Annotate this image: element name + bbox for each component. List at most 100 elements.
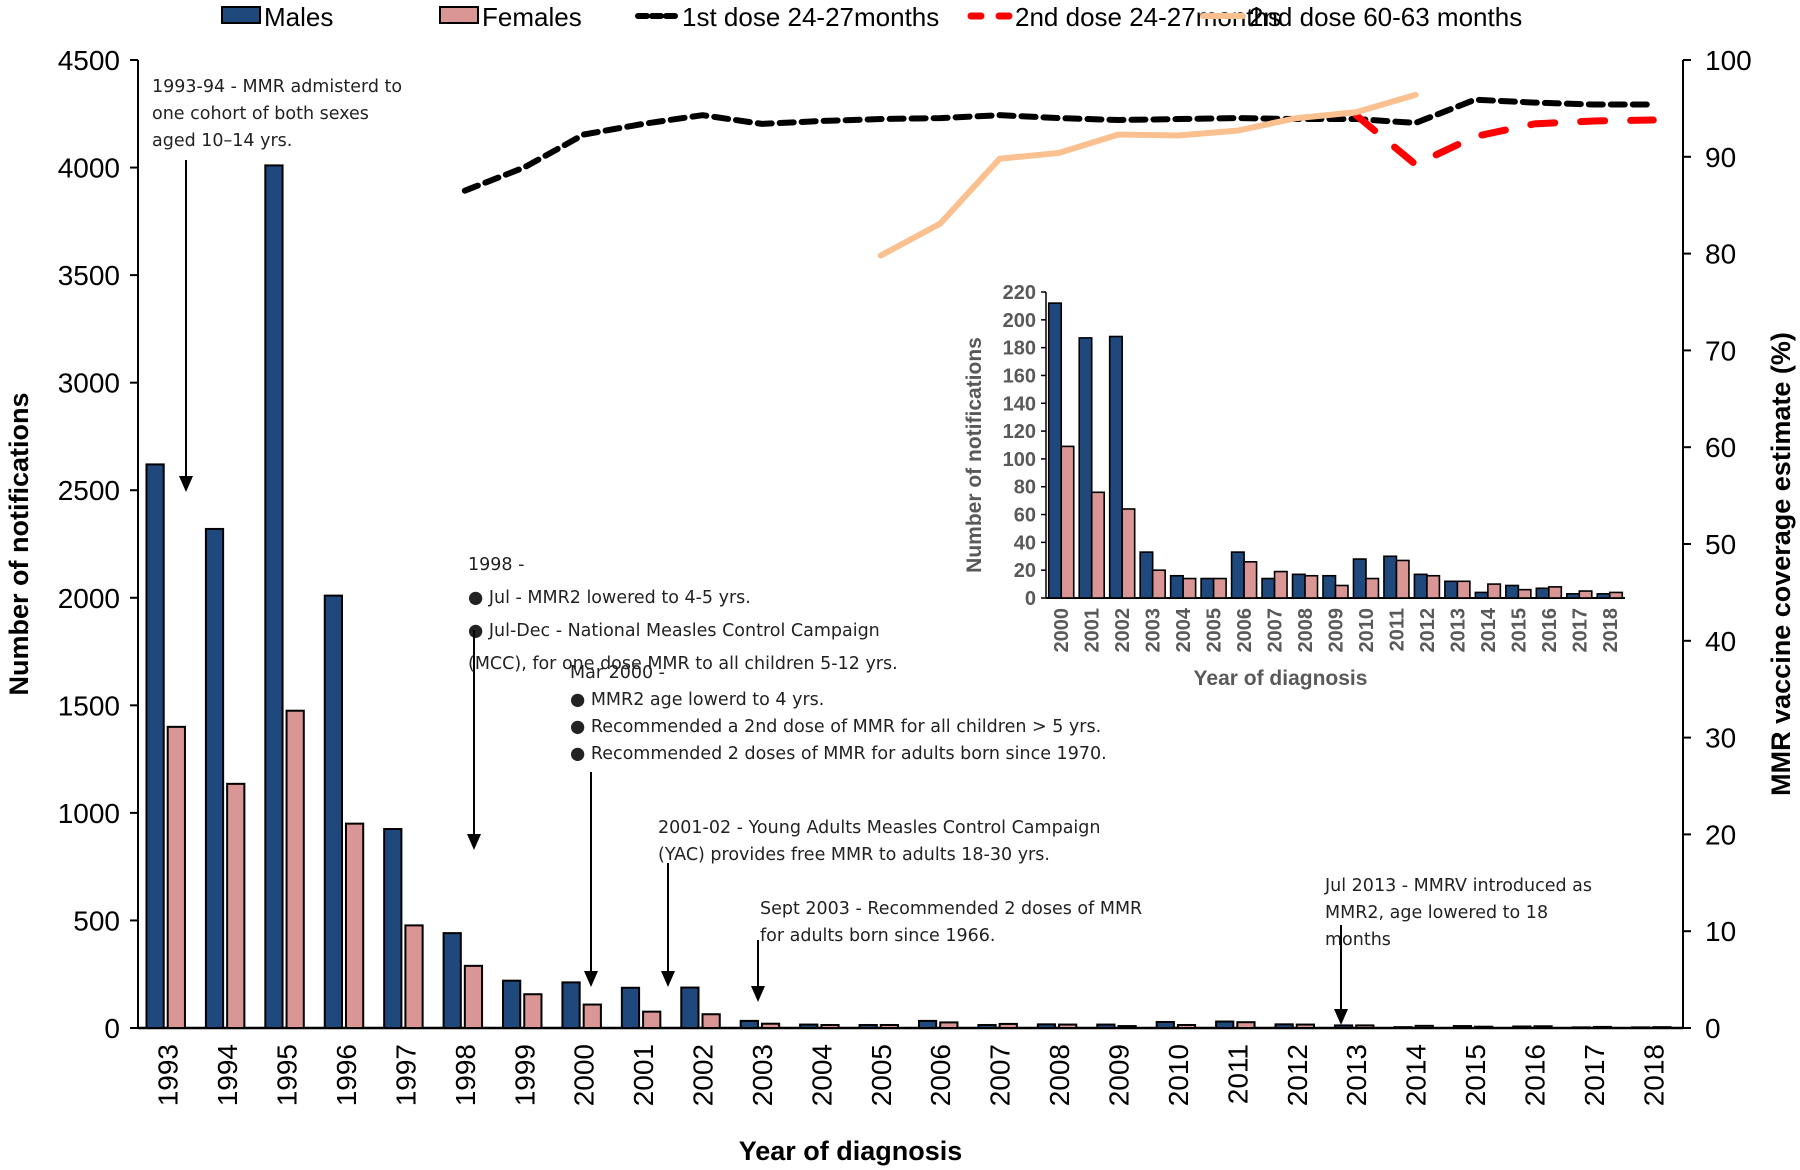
x-tick-label: 2013 (1341, 1044, 1372, 1106)
males-bar-2010 (1155, 1020, 1175, 1029)
females-bar-2013 (1355, 1024, 1375, 1030)
inset-y-tick-label: 80 (1014, 477, 1036, 499)
legend-label: 1st dose 24-27months (682, 2, 939, 32)
x-tick-label: 1997 (390, 1044, 421, 1106)
inset-males-bar-2003 (1139, 551, 1154, 599)
inset-males-bar-2013 (1444, 580, 1459, 599)
inset-males-bar-2010 (1352, 558, 1367, 599)
females-bar-2011 (1236, 1021, 1256, 1030)
left-y-tick-label: 0 (104, 1013, 120, 1044)
inset-x-tick-label: 2005 (1204, 608, 1226, 653)
females-bar-2018 (1652, 1026, 1672, 1029)
x-tick-label: 2006 (925, 1044, 956, 1106)
inset-males-bar-2000 (1047, 302, 1063, 599)
inset-males-bar-2004 (1169, 574, 1184, 599)
annotations: 1993-94 - MMR admisterd to one cohort of … (152, 77, 1592, 1025)
males-bar-2002 (680, 986, 700, 1029)
males-bar-1999 (502, 979, 522, 1029)
females-bar-2012 (1295, 1023, 1315, 1030)
inset-y-tick-label: 60 (1014, 505, 1036, 527)
main-axes: 0500100015002000250030003500400045000102… (4, 45, 1796, 1166)
annotation-text: ● Recommended a 2nd dose of MMR for all … (570, 717, 1101, 737)
main-bars (145, 164, 1672, 1030)
legend-1st-dose: 1st dose 24-27months (635, 2, 939, 32)
inset-x-tick-label: 2010 (1356, 608, 1378, 653)
right-y-tick-label: 30 (1705, 723, 1736, 754)
annotation-a1998: 1998 - ● Jul - MMR2 lowered to 4-5 yrs. ● … (467, 555, 898, 850)
inset-females-bar-2012 (1426, 574, 1441, 599)
annotation-text: ● Recommended 2 doses of MMR for adults … (570, 744, 1107, 764)
left-y-tick-label: 2000 (58, 583, 120, 614)
x-tick-label: 2001 (628, 1044, 659, 1106)
males-bar-2006 (917, 1019, 938, 1029)
inset-x-tick-label: 2014 (1478, 607, 1500, 652)
legend-2nd-dose-60-63: 2nd dose 60-63 months (1200, 2, 1522, 32)
females-bar-2006 (939, 1021, 959, 1029)
inset-females-bar-2008 (1304, 574, 1319, 599)
inset-y-tick-label: 160 (1003, 365, 1036, 387)
inset-males-bar-2007 (1261, 577, 1276, 599)
males-bar-1998 (442, 932, 462, 1029)
inset-females-bar-2016 (1548, 586, 1563, 599)
inset-y-tick-label: 220 (1003, 282, 1036, 304)
inset-x-tick-label: 2018 (1600, 608, 1622, 653)
inset-females-bar-2018 (1608, 591, 1624, 599)
annotation-text: months (1325, 930, 1391, 950)
right-y-tick-label: 90 (1705, 142, 1736, 173)
inset-x-tick-label: 2011 (1386, 608, 1408, 651)
x-tick-label: 2005 (866, 1044, 897, 1106)
males-bar-2015 (1452, 1025, 1473, 1029)
right-y-tick-label: 50 (1705, 529, 1736, 560)
females-bar-2010 (1176, 1023, 1197, 1029)
inset-x-tick-label: 2004 (1173, 607, 1195, 652)
inset-y-tick-label: 40 (1014, 532, 1036, 554)
x-tick-label: 1994 (212, 1044, 243, 1106)
left-y-axis-title: Number of notifications (4, 393, 34, 696)
inset-females-bar-2009 (1334, 584, 1349, 599)
inset-x-tick-label: 2017 (1569, 608, 1591, 653)
annotation-text: MMR2, age lowered to 18 (1325, 903, 1548, 923)
females-bar-2015 (1474, 1025, 1494, 1030)
right-y-tick-label: 80 (1705, 239, 1736, 270)
legend: Males Females 1st dose 24-27months 2nd dose… (221, 2, 1522, 32)
annotation-text: 1993-94 - MMR admisterd to (152, 77, 402, 97)
right-y-tick-label: 20 (1705, 819, 1736, 850)
x-tick-label: 1998 (450, 1044, 481, 1106)
males-bar-2000 (561, 981, 581, 1029)
females-bar-2003 (760, 1022, 781, 1029)
males-bar-2018 (1631, 1026, 1651, 1029)
annotation-text: for adults born since 1966. (760, 926, 995, 946)
males-bar-1997 (383, 828, 403, 1029)
inset-males-bar-2014 (1474, 591, 1489, 599)
x-tick-label: 2000 (569, 1044, 600, 1106)
inset-y-tick-label: 180 (1003, 338, 1036, 360)
x-tick-label: 1999 (509, 1044, 540, 1106)
males-bar-1994 (204, 527, 225, 1029)
arrow-head-icon (179, 476, 193, 492)
inset-y-tick-label: 200 (1003, 310, 1036, 332)
line-1st-dose-24-27months (461, 96, 1657, 194)
females-bar-1996 (344, 822, 365, 1030)
inset-females-bar-2004 (1182, 577, 1197, 599)
arrow-head-icon (751, 986, 765, 1002)
line-2nd-dose-24-27months (1352, 111, 1657, 169)
inset-y-tick-label: 120 (1003, 421, 1036, 443)
arrow-head-icon (1334, 1009, 1348, 1025)
inset-females-bar-2002 (1121, 508, 1136, 599)
males-bar-2009 (1096, 1023, 1116, 1030)
annotation-text: (MCC), for one dose MMR to all children … (468, 654, 898, 674)
inset-females-bar-2006 (1243, 561, 1258, 599)
inset-x-tick-label: 2012 (1417, 608, 1439, 653)
annotation-text: aged 10–14 yrs. (152, 131, 292, 151)
x-tick-label: 2016 (1519, 1044, 1550, 1106)
males-bar-2014 (1393, 1026, 1413, 1029)
females-bar-2017 (1592, 1025, 1613, 1029)
females-bar-2016 (1533, 1025, 1553, 1029)
x-tick-label: 2012 (1282, 1044, 1313, 1106)
legend-swatch (221, 6, 261, 24)
right-y-axis-title: MMR vaccine coverage estimate (%) (1766, 332, 1796, 796)
annotation-text: Sept 2003 - Recommended 2 doses of MMR (760, 899, 1142, 919)
inset-males-bar-2018 (1596, 593, 1611, 599)
males-bar-2003 (739, 1019, 759, 1029)
